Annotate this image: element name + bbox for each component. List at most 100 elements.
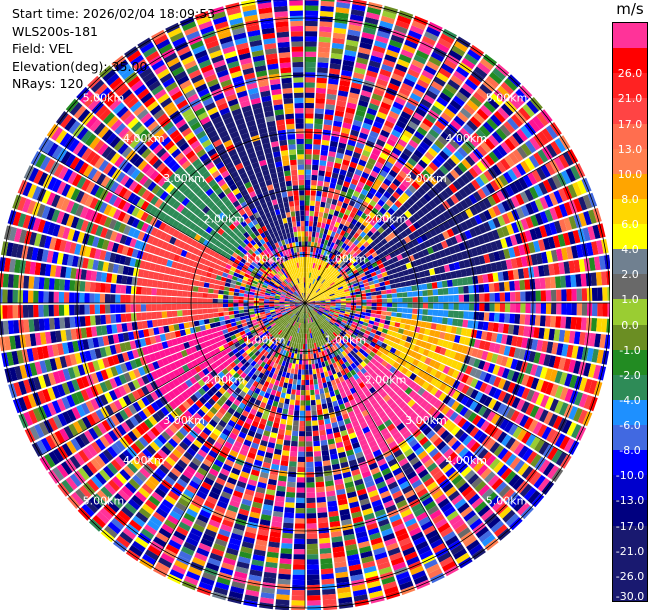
radar-gate: [319, 21, 333, 28]
radar-gate: [374, 283, 381, 288]
radar-gate: [319, 542, 331, 549]
radar-gate: [401, 286, 407, 293]
radar-gate: [305, 364, 309, 370]
radar-gate: [438, 303, 444, 310]
radar-gate: [479, 58, 494, 71]
radar-gate: [473, 284, 480, 293]
radar-gate: [327, 156, 335, 163]
radar-gate: [313, 379, 318, 385]
radar-gate: [330, 274, 336, 279]
radar-gate: [412, 88, 424, 98]
radar-gate: [316, 77, 327, 84]
radar-gate: [401, 313, 408, 319]
radar-gate: [456, 111, 469, 123]
radar-gate: [313, 144, 321, 150]
radar-gate: [356, 104, 367, 113]
radar-gate: [431, 124, 443, 135]
radar-gate: [331, 42, 344, 50]
radar-gate: [306, 497, 316, 504]
radar-gate: [398, 115, 409, 125]
radar-gate: [334, 110, 345, 117]
radar-gate: [361, 171, 370, 180]
radar-gate: [441, 280, 448, 288]
radar-gate: [323, 470, 333, 477]
radar-gate: [394, 143, 405, 152]
radar-gate: [404, 324, 411, 331]
radar-gate: [326, 381, 332, 388]
radar-gate: [366, 107, 378, 116]
radar-gate: [399, 323, 406, 329]
radar-gate: [422, 118, 434, 128]
radar-gate: [488, 312, 495, 322]
radar-gate: [324, 275, 329, 280]
radar-gate: [305, 77, 316, 83]
radar-gate: [348, 223, 355, 230]
radar-gate: [321, 196, 327, 203]
radar-gate: [313, 247, 317, 253]
radar-gate: [364, 16, 379, 25]
radar-gate: [320, 249, 325, 255]
radar-gate: [305, 215, 309, 221]
radar-gate: [306, 262, 309, 268]
radar-gate: [318, 532, 330, 539]
radar-gate: [305, 333, 307, 339]
radar-gate: [428, 303, 434, 309]
radar-gate: [350, 82, 362, 90]
radar-gate: [397, 156, 407, 166]
radar-gate: [335, 245, 341, 252]
radar-gate: [419, 122, 431, 132]
radar-gate: [399, 276, 406, 282]
radar-gate: [389, 321, 396, 327]
radar-gate: [317, 283, 322, 288]
radar-gate: [467, 49, 482, 61]
radar-gate: [334, 232, 340, 239]
radar-gate: [318, 248, 322, 255]
radar-gate: [312, 425, 319, 431]
radar-gate: [288, 466, 297, 473]
radar-gate: [338, 240, 344, 247]
radar-gate: [327, 83, 338, 90]
radar-gate: [312, 368, 317, 375]
radar-gate: [308, 295, 313, 300]
radar-gate: [461, 83, 475, 95]
radar-gate: [342, 225, 349, 232]
radar-gate: [386, 293, 393, 299]
radar-gate: [308, 262, 312, 268]
radar-gate: [330, 301, 336, 303]
radar-gate: [535, 290, 541, 302]
radar-gate: [305, 420, 312, 427]
radar-gate: [367, 135, 377, 144]
radar-gate: [279, 563, 292, 570]
radar-gate: [323, 281, 328, 286]
radar-gate: [326, 218, 332, 225]
radar-gate: [323, 212, 329, 219]
radar-gate: [422, 303, 429, 309]
radar-gate: [457, 278, 464, 286]
radar-gate: [414, 83, 427, 94]
radar-gate: [358, 47, 371, 55]
radar-gate: [428, 56, 442, 67]
radar-gate: [504, 313, 510, 323]
radar-gate: [341, 263, 347, 269]
radar-gate: [346, 216, 354, 223]
radar-gate: [427, 309, 434, 316]
radar-gate: [381, 63, 394, 73]
radar-gate: [549, 276, 556, 289]
radar-gate: [453, 115, 465, 127]
radar-gate: [392, 298, 398, 303]
radar-gate: [591, 318, 598, 332]
radar-gate: [539, 315, 546, 327]
radar-gate: [330, 58, 342, 65]
radar-gate: [314, 287, 319, 292]
radar-gate: [340, 164, 349, 171]
radar-gate: [284, 512, 294, 519]
radar-gate: [392, 178, 401, 187]
radar-gate: [325, 104, 335, 111]
radar-gate: [405, 319, 412, 325]
radar-gate: [355, 294, 362, 298]
radar-gate: [314, 263, 318, 269]
radar-gate: [305, 262, 307, 268]
radar-gate: [328, 235, 334, 242]
radar-gate: [314, 456, 322, 462]
radar-gate: [346, 171, 354, 179]
